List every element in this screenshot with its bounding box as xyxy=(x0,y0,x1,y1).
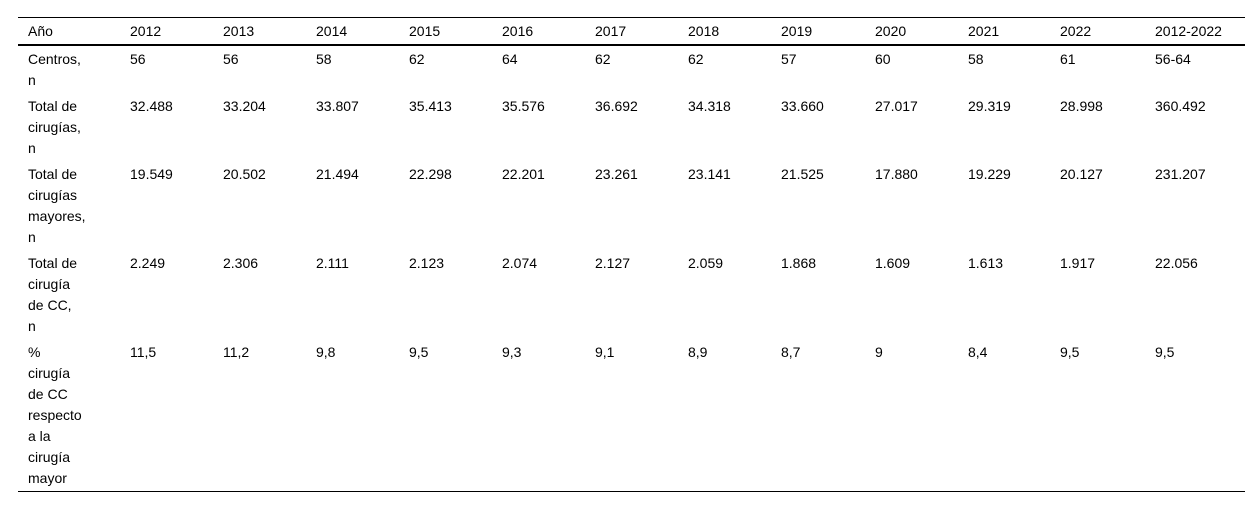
table-cell: 27.017 xyxy=(875,98,918,114)
row-label-cirugia-cc: Total de cirugía de CC, n xyxy=(28,255,78,334)
table-cell: 64 xyxy=(502,51,518,67)
table-row-cirugias-mayores: Total de cirugías mayores, n 19.549 20.5… xyxy=(18,161,1245,250)
surgery-statistics-table: Año 2012 2013 2014 2015 2016 2017 2018 2… xyxy=(18,17,1245,492)
column-header-ano: Año xyxy=(28,23,53,39)
table-cell: 17.880 xyxy=(875,166,918,182)
table-cell: 34.318 xyxy=(688,98,731,114)
table-cell: 57 xyxy=(781,51,797,67)
table-row-centros: Centros, n 56 56 58 62 64 62 62 57 60 58… xyxy=(18,45,1245,93)
table-cell: 9,3 xyxy=(502,344,522,360)
column-header-2013: 2013 xyxy=(223,23,255,39)
table-cell: 36.692 xyxy=(595,98,638,114)
table-row-porcentaje-cc: % cirugía de CC respecto a la cirugía ma… xyxy=(18,339,1245,492)
table-cell: 2.127 xyxy=(595,255,631,271)
table-cell: 2.249 xyxy=(130,255,166,271)
table-cell: 2.074 xyxy=(502,255,538,271)
table-cell: 9,5 xyxy=(1155,344,1175,360)
table-cell: 28.998 xyxy=(1060,98,1103,114)
table-header-row: Año 2012 2013 2014 2015 2016 2017 2018 2… xyxy=(18,18,1245,45)
column-header-2017: 2017 xyxy=(595,23,627,39)
table-cell: 62 xyxy=(595,51,611,67)
column-header-2015: 2015 xyxy=(409,23,441,39)
table-cell: 19.229 xyxy=(968,166,1011,182)
row-label-porcentaje-cc: % cirugía de CC respecto a la cirugía ma… xyxy=(28,344,82,486)
table-cell: 2.306 xyxy=(223,255,259,271)
table-cell: 23.141 xyxy=(688,166,731,182)
table-cell: 1.613 xyxy=(968,255,1004,271)
row-label-centros: Centros, n xyxy=(28,51,81,88)
table-cell: 23.261 xyxy=(595,166,638,182)
table-row-cirugia-cc: Total de cirugía de CC, n 2.249 2.306 2.… xyxy=(18,250,1245,339)
table-cell: 8,9 xyxy=(688,344,708,360)
table-cell: 231.207 xyxy=(1155,166,1206,182)
column-header-2019: 2019 xyxy=(781,23,813,39)
table-cell: 21.525 xyxy=(781,166,824,182)
table-cell: 9,1 xyxy=(595,344,615,360)
table-cell: 35.576 xyxy=(502,98,545,114)
column-header-2020: 2020 xyxy=(875,23,907,39)
table-cell: 8,7 xyxy=(781,344,801,360)
table-cell: 56-64 xyxy=(1155,51,1191,67)
table-cell: 62 xyxy=(409,51,425,67)
table-cell: 11,5 xyxy=(130,344,157,360)
table-cell: 1.868 xyxy=(781,255,817,271)
table-cell: 8,4 xyxy=(968,344,988,360)
table-cell: 29.319 xyxy=(968,98,1011,114)
table-cell: 22.298 xyxy=(409,166,452,182)
table-cell: 22.056 xyxy=(1155,255,1198,271)
table-cell: 22.201 xyxy=(502,166,545,182)
table-cell: 33.807 xyxy=(316,98,359,114)
table-cell: 1.609 xyxy=(875,255,911,271)
column-header-2012: 2012 xyxy=(130,23,162,39)
table-cell: 32.488 xyxy=(130,98,173,114)
table-cell: 20.502 xyxy=(223,166,266,182)
table-cell: 9,5 xyxy=(409,344,429,360)
column-header-2022: 2022 xyxy=(1060,23,1092,39)
table-cell: 9,5 xyxy=(1060,344,1080,360)
table-row-total-cirugias: Total de cirugías, n 32.488 33.204 33.80… xyxy=(18,93,1245,161)
table-cell: 20.127 xyxy=(1060,166,1103,182)
row-label-total-cirugias: Total de cirugías, n xyxy=(28,98,81,156)
table-cell: 33.204 xyxy=(223,98,266,114)
table-cell: 56 xyxy=(130,51,146,67)
table-cell: 35.413 xyxy=(409,98,452,114)
table-cell: 61 xyxy=(1060,51,1076,67)
table-cell: 56 xyxy=(223,51,239,67)
table-cell: 2.059 xyxy=(688,255,724,271)
table-cell: 58 xyxy=(968,51,984,67)
table-cell: 1.917 xyxy=(1060,255,1096,271)
column-header-2018: 2018 xyxy=(688,23,720,39)
column-header-2016: 2016 xyxy=(502,23,534,39)
column-header-2021: 2021 xyxy=(968,23,1000,39)
table-cell: 2.111 xyxy=(316,255,349,271)
column-header-2014: 2014 xyxy=(316,23,348,39)
table-cell: 2.123 xyxy=(409,255,445,271)
row-label-cirugias-mayores: Total de cirugías mayores, n xyxy=(28,166,86,245)
table-cell: 9 xyxy=(875,344,883,360)
table-cell: 9,8 xyxy=(316,344,336,360)
table-cell: 58 xyxy=(316,51,332,67)
table-cell: 19.549 xyxy=(130,166,173,182)
table-cell: 33.660 xyxy=(781,98,824,114)
table-cell: 360.492 xyxy=(1155,98,1206,114)
table-cell: 60 xyxy=(875,51,891,67)
table-cell: 11,2 xyxy=(223,344,250,360)
column-header-total-period: 2012-2022 xyxy=(1155,23,1222,39)
table-cell: 62 xyxy=(688,51,704,67)
table-cell: 21.494 xyxy=(316,166,359,182)
